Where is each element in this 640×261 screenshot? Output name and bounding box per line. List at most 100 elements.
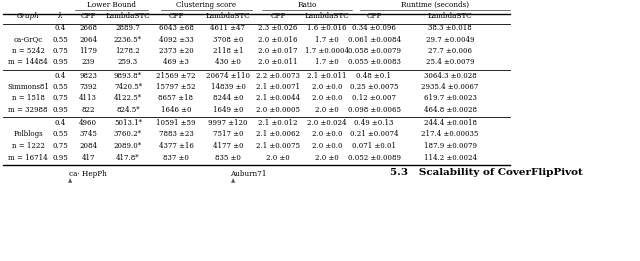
- Text: 5.3   Scalability of CoverFlipPivot: 5.3 Scalability of CoverFlipPivot: [390, 168, 583, 177]
- Text: 0.95: 0.95: [52, 58, 68, 67]
- Text: 2.0 ±0: 2.0 ±0: [266, 153, 290, 162]
- Text: 3708 ±0: 3708 ±0: [213, 35, 243, 44]
- Text: 0.34 ±0.096: 0.34 ±0.096: [352, 24, 396, 32]
- Text: 4177 ±0: 4177 ±0: [212, 142, 243, 150]
- Text: CFP: CFP: [168, 12, 184, 20]
- Text: 114.2 ±0.0024: 114.2 ±0.0024: [424, 153, 477, 162]
- Text: 2.1 ±0.0071: 2.1 ±0.0071: [256, 83, 300, 91]
- Text: 0.098 ±0.0065: 0.098 ±0.0065: [348, 106, 401, 114]
- Text: 0.55: 0.55: [52, 35, 68, 44]
- Text: m = 32988: m = 32988: [8, 106, 48, 114]
- Text: 10591 ±59: 10591 ±59: [156, 119, 196, 127]
- Text: CFP: CFP: [270, 12, 285, 20]
- Text: n = 1518: n = 1518: [12, 94, 44, 103]
- Text: 4122.5*: 4122.5*: [114, 94, 142, 103]
- Text: 619.7 ±0.0023: 619.7 ±0.0023: [424, 94, 476, 103]
- Text: n = 1222: n = 1222: [12, 142, 44, 150]
- Text: 2935.4 ±0.0067: 2935.4 ±0.0067: [421, 83, 479, 91]
- Text: 2889.7: 2889.7: [116, 24, 140, 32]
- Text: 2668: 2668: [79, 24, 97, 32]
- Text: 217.4 ±0.00035: 217.4 ±0.00035: [421, 130, 479, 139]
- Text: CFP: CFP: [80, 12, 96, 20]
- Text: 2.2 ±0.0073: 2.2 ±0.0073: [256, 72, 300, 80]
- Text: 2373 ±20: 2373 ±20: [159, 47, 193, 55]
- Text: 4960: 4960: [79, 119, 97, 127]
- Text: 2236.5*: 2236.5*: [114, 35, 142, 44]
- Text: 8657 ±18: 8657 ±18: [159, 94, 193, 103]
- Text: λ: λ: [58, 12, 62, 20]
- Text: 0.75: 0.75: [52, 47, 68, 55]
- Text: 239: 239: [81, 58, 95, 67]
- Text: 1.7 ±0.0004: 1.7 ±0.0004: [305, 47, 349, 55]
- Text: 21569 ±72: 21569 ±72: [156, 72, 196, 80]
- Text: 837 ±0: 837 ±0: [163, 153, 189, 162]
- Text: 29.7 ±0.0049: 29.7 ±0.0049: [426, 35, 474, 44]
- Text: 2.1 ±0.011: 2.1 ±0.011: [307, 72, 347, 80]
- Text: 0.75: 0.75: [52, 142, 68, 150]
- Text: 0.55: 0.55: [52, 130, 68, 139]
- Text: 2118 ±1: 2118 ±1: [212, 47, 243, 55]
- Text: 2.0 ±0: 2.0 ±0: [315, 153, 339, 162]
- Text: 1646 ±0: 1646 ±0: [161, 106, 191, 114]
- Text: 0.49 ±0.13: 0.49 ±0.13: [355, 119, 394, 127]
- Text: 2.1 ±0.0075: 2.1 ±0.0075: [256, 142, 300, 150]
- Text: 1.7 ±0: 1.7 ±0: [315, 35, 339, 44]
- Text: 0.25 ±0.0075: 0.25 ±0.0075: [349, 83, 398, 91]
- Text: 15797 ±52: 15797 ±52: [156, 83, 196, 91]
- Text: 20674 ±110: 20674 ±110: [206, 72, 250, 80]
- Text: Runtime (seconds): Runtime (seconds): [401, 1, 469, 9]
- Text: 259.3: 259.3: [118, 58, 138, 67]
- Text: 244.4 ±0.0018: 244.4 ±0.0018: [424, 119, 477, 127]
- Text: 835 ±0: 835 ±0: [215, 153, 241, 162]
- Text: 0.4: 0.4: [54, 119, 66, 127]
- Text: ▲: ▲: [231, 179, 235, 183]
- Text: LambdaSTC: LambdaSTC: [106, 12, 150, 20]
- Text: 7392: 7392: [79, 83, 97, 91]
- Text: 1179: 1179: [79, 47, 97, 55]
- Text: m = 14484: m = 14484: [8, 58, 48, 67]
- Text: 2.0 ±0.0: 2.0 ±0.0: [312, 130, 342, 139]
- Text: 4092 ±33: 4092 ±33: [159, 35, 193, 44]
- Text: 469 ±3: 469 ±3: [163, 58, 189, 67]
- Text: 0.55: 0.55: [52, 83, 68, 91]
- Text: ▲: ▲: [68, 179, 72, 183]
- Text: 2.0 ±0.024: 2.0 ±0.024: [307, 119, 347, 127]
- Text: 0.4: 0.4: [54, 24, 66, 32]
- Text: 7883 ±23: 7883 ±23: [159, 130, 193, 139]
- Text: 0.95: 0.95: [52, 106, 68, 114]
- Text: 2.3 ±0.026: 2.3 ±0.026: [259, 24, 298, 32]
- Text: Clustering score: Clustering score: [177, 1, 237, 9]
- Text: 0.75: 0.75: [52, 94, 68, 103]
- Text: 5013.1*: 5013.1*: [114, 119, 142, 127]
- Text: 0.12 ±0.007: 0.12 ±0.007: [352, 94, 396, 103]
- Text: LambdaSTC: LambdaSTC: [428, 12, 472, 20]
- Text: 2.0 ±0.0005: 2.0 ±0.0005: [256, 106, 300, 114]
- Text: 2.0 ±0.011: 2.0 ±0.011: [259, 58, 298, 67]
- Text: 1649 ±0: 1649 ±0: [212, 106, 243, 114]
- Text: 0.48 ±0.1: 0.48 ±0.1: [356, 72, 392, 80]
- Text: 1.6 ±0.016: 1.6 ±0.016: [307, 24, 347, 32]
- Text: 3745: 3745: [79, 130, 97, 139]
- Text: 0.061 ±0.0084: 0.061 ±0.0084: [348, 35, 401, 44]
- Text: 25.4 ±0.0079: 25.4 ±0.0079: [426, 58, 474, 67]
- Text: ca· HepPh: ca· HepPh: [69, 170, 107, 178]
- Text: 2.0 ±0.0: 2.0 ±0.0: [312, 83, 342, 91]
- Text: 38.3 ±0.018: 38.3 ±0.018: [428, 24, 472, 32]
- Text: 417.8*: 417.8*: [116, 153, 140, 162]
- Text: ca-GrQc: ca-GrQc: [13, 35, 43, 44]
- Text: 4611 ±47: 4611 ±47: [211, 24, 246, 32]
- Text: 2.0 ±0.0: 2.0 ±0.0: [312, 94, 342, 103]
- Text: 417: 417: [81, 153, 95, 162]
- Text: 7420.5*: 7420.5*: [114, 83, 142, 91]
- Text: 0.21 ±0.0074: 0.21 ±0.0074: [349, 130, 398, 139]
- Text: 4113: 4113: [79, 94, 97, 103]
- Text: 2.1 ±0.0062: 2.1 ±0.0062: [256, 130, 300, 139]
- Text: LambdaSTC: LambdaSTC: [205, 12, 250, 20]
- Text: 3760.2*: 3760.2*: [114, 130, 142, 139]
- Text: CFP: CFP: [366, 12, 381, 20]
- Text: LambdaSTC: LambdaSTC: [305, 12, 349, 20]
- Text: 2.0 ±0.016: 2.0 ±0.016: [259, 35, 298, 44]
- Text: 822: 822: [81, 106, 95, 114]
- Text: 464.8 ±0.0028: 464.8 ±0.0028: [424, 106, 477, 114]
- Text: 27.7 ±0.006: 27.7 ±0.006: [428, 47, 472, 55]
